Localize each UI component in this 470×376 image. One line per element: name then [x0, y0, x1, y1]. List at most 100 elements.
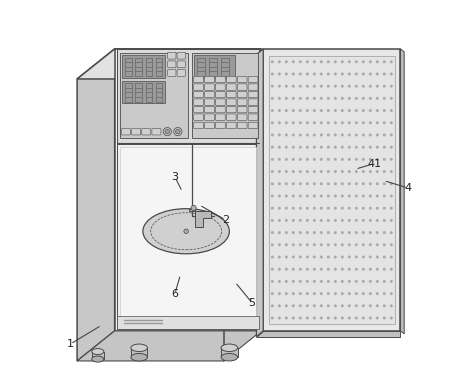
- Circle shape: [383, 317, 386, 320]
- Circle shape: [390, 280, 393, 283]
- FancyBboxPatch shape: [168, 61, 176, 68]
- FancyBboxPatch shape: [237, 114, 247, 120]
- Polygon shape: [263, 49, 400, 331]
- Circle shape: [327, 231, 330, 234]
- Circle shape: [383, 170, 386, 173]
- Circle shape: [327, 85, 330, 88]
- Circle shape: [369, 231, 372, 234]
- Circle shape: [362, 317, 365, 320]
- Circle shape: [341, 109, 344, 112]
- Circle shape: [278, 207, 281, 210]
- Circle shape: [271, 207, 274, 210]
- Circle shape: [306, 280, 309, 283]
- Circle shape: [165, 129, 170, 134]
- Circle shape: [271, 231, 274, 234]
- Circle shape: [313, 182, 316, 185]
- Circle shape: [285, 194, 288, 197]
- Circle shape: [376, 97, 379, 100]
- Circle shape: [299, 268, 302, 271]
- Circle shape: [271, 170, 274, 173]
- Text: 5: 5: [249, 298, 255, 308]
- Circle shape: [390, 207, 393, 210]
- Circle shape: [376, 146, 379, 149]
- Circle shape: [383, 304, 386, 307]
- Circle shape: [334, 85, 337, 88]
- Circle shape: [313, 60, 316, 63]
- FancyBboxPatch shape: [248, 106, 258, 113]
- Circle shape: [390, 292, 393, 295]
- Circle shape: [313, 317, 316, 320]
- Circle shape: [320, 280, 323, 283]
- Circle shape: [369, 109, 372, 112]
- Circle shape: [334, 256, 337, 259]
- Circle shape: [341, 317, 344, 320]
- Circle shape: [271, 121, 274, 124]
- Circle shape: [383, 268, 386, 271]
- Circle shape: [320, 194, 323, 197]
- Circle shape: [285, 60, 288, 63]
- Text: 2: 2: [222, 215, 229, 225]
- Circle shape: [320, 231, 323, 234]
- FancyBboxPatch shape: [194, 114, 204, 120]
- Circle shape: [362, 292, 365, 295]
- Circle shape: [327, 73, 330, 76]
- FancyBboxPatch shape: [194, 99, 204, 105]
- Circle shape: [334, 182, 337, 185]
- Circle shape: [299, 146, 302, 149]
- Circle shape: [390, 133, 393, 136]
- Circle shape: [341, 170, 344, 173]
- Circle shape: [271, 158, 274, 161]
- Circle shape: [327, 280, 330, 283]
- Circle shape: [313, 304, 316, 307]
- Circle shape: [278, 231, 281, 234]
- FancyBboxPatch shape: [227, 106, 236, 113]
- Circle shape: [299, 121, 302, 124]
- Circle shape: [176, 129, 180, 134]
- Circle shape: [390, 256, 393, 259]
- Circle shape: [285, 231, 288, 234]
- Circle shape: [383, 133, 386, 136]
- Circle shape: [320, 121, 323, 124]
- Polygon shape: [400, 49, 404, 334]
- Circle shape: [369, 194, 372, 197]
- Circle shape: [271, 133, 274, 136]
- FancyBboxPatch shape: [168, 52, 176, 59]
- Circle shape: [383, 60, 386, 63]
- Circle shape: [334, 97, 337, 100]
- Circle shape: [355, 97, 358, 100]
- Circle shape: [306, 182, 309, 185]
- Circle shape: [299, 243, 302, 246]
- FancyBboxPatch shape: [215, 84, 225, 90]
- Polygon shape: [115, 49, 261, 331]
- Circle shape: [278, 268, 281, 271]
- Circle shape: [348, 194, 351, 197]
- Circle shape: [390, 317, 393, 320]
- Circle shape: [362, 304, 365, 307]
- FancyBboxPatch shape: [215, 99, 225, 105]
- Circle shape: [334, 292, 337, 295]
- Circle shape: [313, 207, 316, 210]
- Circle shape: [390, 73, 393, 76]
- Circle shape: [369, 317, 372, 320]
- FancyBboxPatch shape: [248, 76, 258, 83]
- Circle shape: [278, 170, 281, 173]
- Circle shape: [306, 256, 309, 259]
- Circle shape: [348, 60, 351, 63]
- Circle shape: [285, 317, 288, 320]
- Circle shape: [355, 194, 358, 197]
- Ellipse shape: [92, 356, 104, 362]
- Circle shape: [285, 146, 288, 149]
- FancyBboxPatch shape: [248, 91, 258, 98]
- Circle shape: [292, 317, 295, 320]
- Circle shape: [320, 85, 323, 88]
- Circle shape: [369, 133, 372, 136]
- FancyBboxPatch shape: [204, 114, 214, 120]
- Circle shape: [341, 243, 344, 246]
- Circle shape: [376, 109, 379, 112]
- FancyBboxPatch shape: [227, 84, 236, 90]
- FancyBboxPatch shape: [194, 76, 204, 83]
- Circle shape: [348, 97, 351, 100]
- Circle shape: [362, 231, 365, 234]
- Circle shape: [348, 317, 351, 320]
- Circle shape: [369, 243, 372, 246]
